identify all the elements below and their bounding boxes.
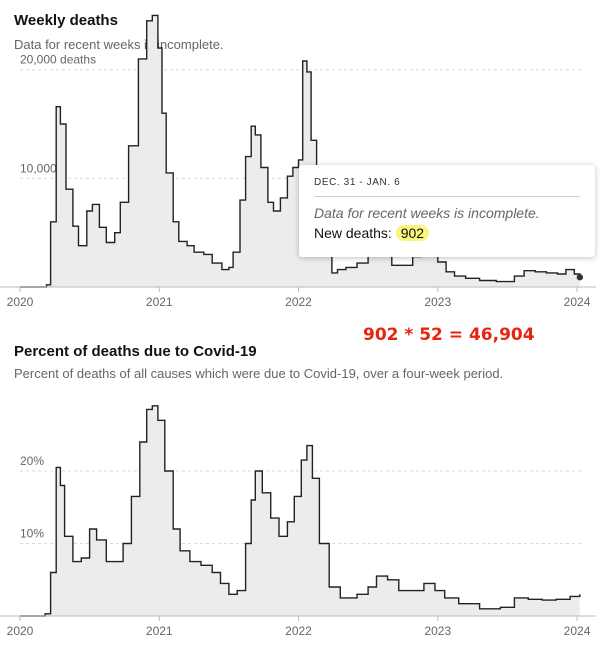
- y-tick-label: 10%: [20, 527, 44, 541]
- highlight-point: [576, 274, 584, 281]
- weekly-deaths-chart: 20,000 deaths 10,000 2020 2021 2022 2023 2024: [0, 14, 596, 309]
- series-area: [20, 405, 580, 616]
- series-line: [20, 14, 581, 288]
- percent-deaths-chart: 20% 10% 2020 2021 2022 2023 2024: [0, 405, 596, 638]
- x-tick-label: 2020: [7, 624, 34, 638]
- y-tick-label: 20,000 deaths: [20, 53, 96, 67]
- chart1-title: Weekly deaths: [14, 12, 118, 29]
- tooltip-label: New deaths:: [314, 225, 396, 241]
- chart-tooltip: DEC. 31 - JAN. 6 Data for recent weeks i…: [299, 165, 595, 257]
- x-tick-label: 2023: [424, 624, 451, 638]
- tooltip-value: 902: [395, 225, 430, 241]
- series-line: [20, 405, 581, 617]
- y-tick-label: 10,000: [20, 161, 57, 175]
- x-tick-label: 2024: [564, 624, 591, 638]
- chart2-subtitle: Percent of deaths of all causes which we…: [14, 366, 504, 381]
- x-tick-label: 2021: [146, 295, 173, 309]
- chart1-subtitle: Data for recent weeks is incomplete.: [14, 37, 224, 52]
- chart2-title: Percent of deaths due to Covid-19: [14, 343, 257, 360]
- x-tick-label: 2021: [146, 624, 173, 638]
- series-area: [20, 15, 580, 288]
- tooltip-date: DEC. 31 - JAN. 6: [314, 177, 580, 197]
- tooltip-note: Data for recent weeks is incomplete.: [314, 205, 540, 221]
- x-tick-label: 2022: [285, 624, 312, 638]
- x-tick-label: 2020: [7, 295, 34, 309]
- x-tick-label: 2023: [424, 295, 451, 309]
- x-tick-label: 2024: [564, 295, 591, 309]
- x-tick-label: 2022: [285, 295, 312, 309]
- calculation-annotation: 902 * 52 = 46,904: [363, 325, 535, 345]
- y-tick-label: 20%: [20, 454, 44, 468]
- tooltip-value-line: New deaths: 902: [314, 225, 580, 241]
